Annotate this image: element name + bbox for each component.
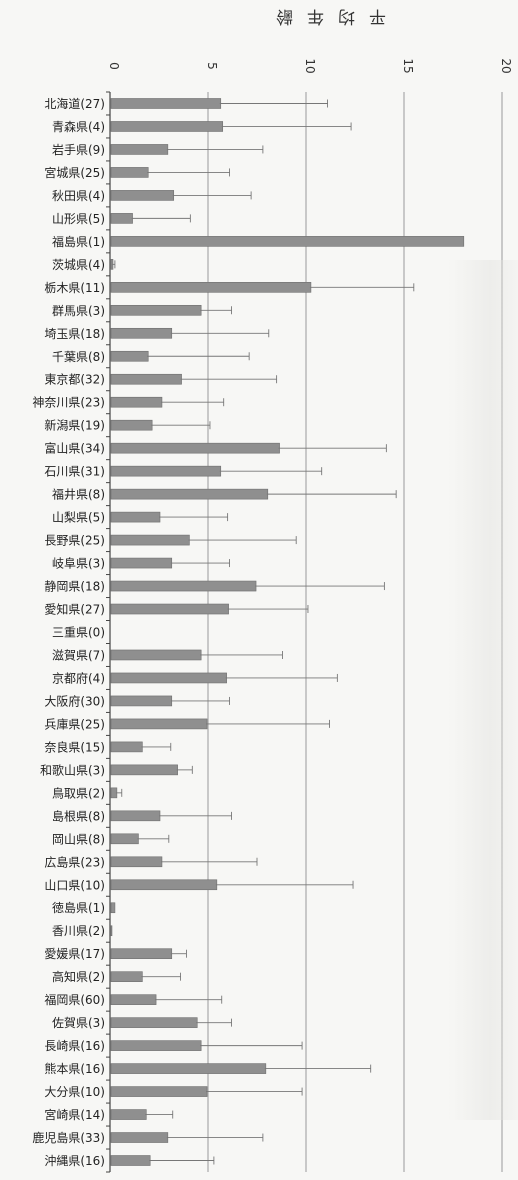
x-tick-label: 5: [205, 62, 219, 70]
bar: [110, 236, 465, 247]
category-label: 秋田県(4): [52, 189, 105, 203]
category-label: 島根県(8): [52, 808, 105, 823]
category-label: 奈良県(15): [44, 739, 105, 754]
category-label: 長崎県(16): [44, 1039, 105, 1053]
bar: [110, 396, 163, 408]
bar: [110, 465, 222, 477]
category-label: 福島県(1): [52, 234, 105, 249]
bar: [110, 649, 202, 661]
category-label: 宮崎県(14): [44, 1107, 105, 1122]
x-tick-label: 0: [107, 62, 121, 70]
x-tick-label: 10: [303, 58, 317, 73]
category-label: 山形県(5): [52, 212, 105, 226]
bar: [110, 167, 149, 178]
category-label: 群馬県(3): [52, 304, 105, 318]
category-label: 富山県(34): [44, 441, 105, 456]
bar: [110, 1086, 208, 1097]
category-label: 広島県(23): [44, 854, 105, 869]
category-label: 長野県(25): [44, 534, 105, 548]
bar: [110, 603, 229, 615]
category-label: 青森県(4): [52, 119, 105, 134]
bar: [110, 534, 190, 546]
category-label: 岩手県(9): [52, 142, 105, 157]
category-label: 香川県(2): [52, 924, 105, 938]
category-label: 千葉県(8): [52, 350, 105, 364]
bar: [110, 557, 173, 569]
bar: [110, 856, 163, 868]
category-label: 静岡県(18): [44, 580, 105, 594]
category-label: 愛知県(27): [44, 603, 105, 617]
category-label: 山梨県(5): [52, 511, 105, 525]
bar: [110, 718, 208, 730]
category-label: 鹿児島県(33): [32, 1130, 105, 1145]
bar: [110, 1155, 151, 1166]
bar: [110, 1040, 202, 1051]
bar: [110, 190, 175, 201]
bar: [110, 1017, 198, 1028]
category-label: 熊本県(16): [44, 1061, 105, 1076]
category-label: 東京都(32): [44, 373, 105, 387]
category-label: 京都府(4): [52, 670, 105, 685]
category-label: 愛媛県(17): [44, 947, 105, 961]
bar: [110, 810, 161, 822]
category-label: 和歌山県(3): [40, 762, 105, 777]
bar: [110, 213, 133, 224]
category-label: 滋賀県(7): [52, 648, 105, 662]
bar: [110, 282, 312, 293]
bar: [110, 144, 169, 155]
bar: [110, 580, 257, 592]
bar: [110, 327, 173, 339]
bar: [110, 902, 116, 914]
category-label: 新潟県(19): [44, 418, 105, 433]
bar: [110, 488, 269, 500]
category-label: 埼玉県(18): [44, 327, 105, 341]
x-tick-label: 15: [401, 58, 415, 73]
bar: [110, 1109, 147, 1120]
bar: [110, 741, 143, 753]
category-label: 北海道(27): [44, 96, 105, 111]
category-label: 三重県(0): [52, 626, 105, 640]
x-tick-label: 20: [499, 58, 513, 73]
category-label: 福岡県(60): [44, 992, 105, 1007]
bar: [110, 1132, 169, 1143]
category-label: 茨城県(4): [52, 258, 105, 272]
category-label: 大分県(10): [44, 1085, 105, 1099]
bar: [110, 833, 139, 845]
category-label: 神奈川県(23): [32, 396, 105, 410]
bar: [110, 304, 202, 316]
bar: [110, 971, 143, 982]
bar: [110, 879, 218, 891]
bar: [110, 511, 161, 523]
category-label: 佐賀県(3): [52, 1016, 105, 1030]
bar: [110, 98, 222, 109]
category-label: 兵庫県(25): [44, 717, 105, 731]
bar: [110, 695, 173, 707]
bar: [110, 764, 178, 776]
bar: [110, 121, 224, 132]
bar: [110, 925, 113, 937]
category-label: 大阪府(30): [44, 693, 105, 708]
category-label: 岡山県(8): [52, 832, 105, 846]
category-label: 宮城県(25): [44, 165, 105, 180]
category-label: 栃木県(11): [44, 281, 105, 295]
category-label: 高知県(2): [52, 969, 105, 984]
category-label: 徳島県(1): [52, 900, 105, 915]
bar: [110, 419, 153, 431]
bar: [110, 994, 157, 1005]
category-label: 石川県(31): [44, 465, 105, 479]
category-label: 鳥取県(2): [52, 785, 105, 800]
bar: [110, 350, 149, 362]
category-label: 山口県(10): [44, 878, 105, 892]
bar: [110, 442, 280, 454]
category-label: 福井県(8): [52, 487, 105, 502]
category-label: 沖縄県(16): [44, 1153, 105, 1168]
bar: [110, 1063, 267, 1074]
bar: [110, 373, 182, 385]
category-label: 岐阜県(3): [52, 557, 105, 571]
bar: [110, 948, 173, 960]
bar: [110, 672, 227, 684]
